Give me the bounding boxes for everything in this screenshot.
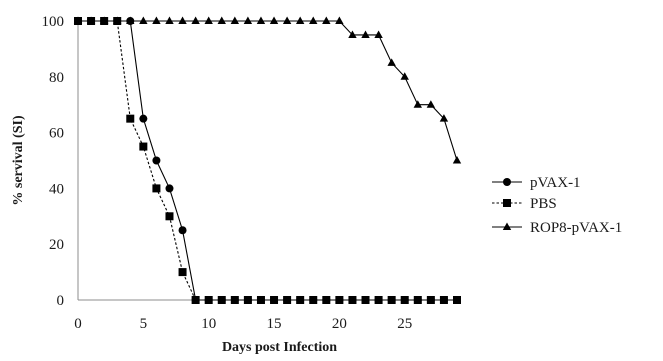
x-tick-label: 5	[140, 316, 148, 332]
data-point	[243, 296, 252, 304]
data-point	[165, 16, 174, 24]
legend-item: PBS	[492, 196, 557, 212]
series-line	[78, 20, 457, 301]
data-point	[309, 16, 318, 24]
data-point	[270, 296, 279, 304]
y-tick-label: 20	[49, 237, 64, 253]
data-point	[152, 16, 161, 24]
legend-label: pVAX-1	[530, 175, 581, 191]
data-point	[282, 16, 292, 24]
data-point	[283, 296, 292, 304]
data-point	[269, 16, 279, 24]
data-point	[387, 58, 396, 66]
x-tick-label: 25	[397, 316, 412, 332]
data-point	[361, 296, 370, 304]
x-tick-label: 0	[74, 316, 82, 332]
data-point	[204, 296, 213, 304]
data-point	[178, 16, 187, 24]
legend: pVAX-1 PBS ROP8-pVAX-1	[492, 175, 622, 236]
data-point	[348, 296, 357, 304]
data-point	[204, 16, 213, 24]
legend-item: ROP8-pVAX-1	[492, 220, 622, 236]
data-point	[191, 296, 200, 304]
data-point	[348, 30, 357, 38]
data-point	[165, 184, 174, 193]
data-point	[439, 296, 448, 304]
y-tick-label: 80	[49, 70, 64, 86]
x-tick-labels: 0 5 10 15 20 25	[74, 316, 412, 332]
data-point	[178, 226, 187, 235]
data-point	[217, 16, 226, 24]
data-point	[295, 16, 305, 24]
y-tick-label: 40	[49, 181, 64, 197]
data-point	[400, 72, 409, 80]
data-point	[230, 16, 240, 24]
data-point	[86, 16, 96, 24]
data-point	[361, 30, 370, 38]
y-axis-title: % servival (SI)	[11, 115, 26, 206]
data-point	[165, 212, 174, 221]
x-axis-title: Days post Infection	[222, 340, 337, 355]
data-point	[243, 16, 253, 24]
legend-marker	[502, 222, 512, 230]
data-point	[439, 114, 449, 122]
x-tick-label: 15	[267, 316, 282, 332]
data-point	[256, 16, 266, 24]
data-point	[426, 296, 435, 304]
data-point	[453, 296, 461, 304]
data-point	[400, 296, 409, 304]
series-layer	[73, 16, 462, 304]
data-point	[99, 16, 109, 24]
legend-item: pVAX-1	[492, 175, 581, 191]
series-line	[78, 20, 457, 301]
y-tick-labels: 0 20 40 60 80 100	[42, 14, 65, 309]
data-point	[73, 16, 83, 24]
data-point	[387, 296, 396, 304]
data-point	[335, 16, 344, 24]
data-point	[374, 296, 383, 304]
data-point	[152, 156, 161, 165]
data-point	[126, 16, 135, 24]
data-point	[217, 296, 226, 304]
legend-marker	[503, 199, 511, 207]
data-point	[309, 296, 318, 304]
legend-label: PBS	[530, 196, 557, 212]
series-square	[74, 17, 461, 304]
data-point	[256, 296, 265, 304]
series-line	[78, 20, 458, 161]
data-point	[374, 30, 383, 38]
data-point	[230, 296, 239, 304]
legend-label: ROP8-pVAX-1	[530, 220, 622, 236]
x-tick-label: 20	[332, 316, 347, 332]
data-point	[296, 296, 305, 304]
axes	[77, 21, 459, 301]
x-tick-label: 10	[201, 316, 216, 332]
data-point	[139, 16, 148, 24]
legend-marker	[503, 178, 511, 186]
data-point	[178, 268, 187, 277]
series-circle	[74, 17, 461, 304]
series-triangle	[73, 16, 462, 164]
data-point	[426, 100, 436, 108]
data-point	[452, 156, 462, 164]
y-tick-label: 60	[49, 126, 64, 142]
data-point	[322, 296, 331, 304]
data-point	[126, 114, 135, 123]
y-tick-label: 0	[57, 293, 65, 309]
data-point	[139, 114, 148, 123]
data-point	[139, 142, 148, 151]
y-tick-label: 100	[42, 14, 65, 30]
data-point	[191, 16, 200, 24]
data-point	[322, 16, 331, 24]
data-point	[335, 296, 344, 304]
data-point	[413, 296, 422, 304]
data-point	[413, 100, 422, 108]
data-point	[113, 16, 122, 24]
data-point	[152, 184, 161, 193]
